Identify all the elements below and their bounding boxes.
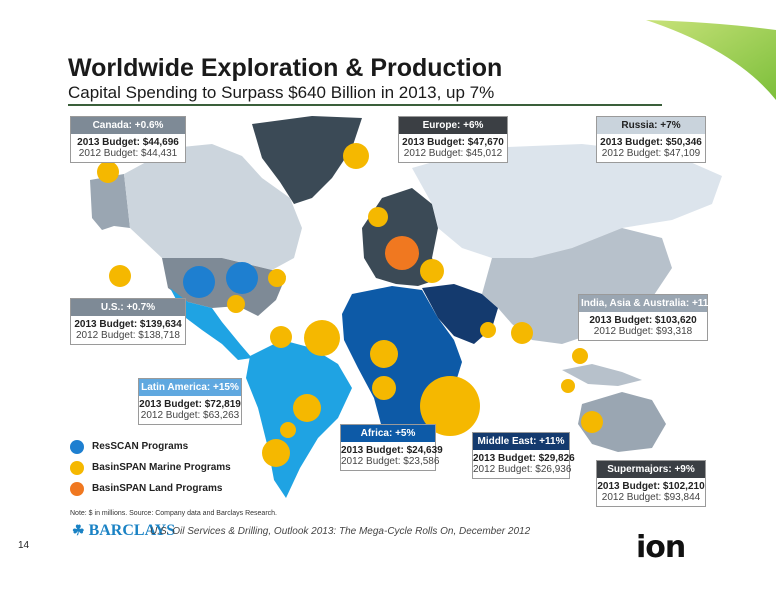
budget-2012: 2012 Budget: $93,318 [593,326,693,337]
region-box-europe: Europe: +6% 2013 Budget: $47,670 2012 Bu… [398,116,508,163]
region-greenland [252,116,362,204]
marine-marker-brazil [293,394,321,422]
legend-label: BasinSPAN Marine Programs [92,462,231,473]
barclays-logo: ☘ BARCLAYS [72,522,175,540]
region-box-latin-america: Latin America: +15% 2013 Budget: $72,819… [138,378,242,425]
region-box-middle-east: Middle East: +11% 2013 Budget: $29,826 2… [472,432,575,479]
region-box-supermajors: Supermajors: +9% 2013 Budget: $102,210 2… [596,460,706,507]
budget-2013: 2013 Budget: $24,639 [341,445,443,456]
budget-2013: 2013 Budget: $102,210 [597,481,705,492]
budget-2012: 2012 Budget: $47,109 [601,148,701,159]
ion-logo: ion [636,530,686,565]
region-alaska [90,174,130,230]
marine-marker-se-asia [572,348,588,364]
budget-2013: 2013 Budget: $47,670 [402,137,504,148]
region-header: U.S.: +0.7% [71,299,185,316]
marine-dot-icon [70,461,84,475]
resscan-marker-2 [226,262,258,294]
region-header: Canada: +0.6% [71,117,185,134]
budget-2013: 2013 Budget: $29,826 [473,453,575,464]
budget-2012: 2012 Budget: $44,431 [78,148,178,159]
region-indonesia [562,364,642,386]
marine-marker-west-africa-2 [372,376,396,400]
marine-marker-gom-1 [227,295,245,313]
region-middle-east [422,284,498,344]
barclays-eagle-icon: ☘ [72,524,85,539]
budget-2012: 2012 Budget: $63,263 [140,410,240,421]
legend-label: BasinSPAN Land Programs [92,483,223,494]
marine-marker-alaska [97,161,119,183]
budget-2012: 2012 Budget: $23,586 [341,456,440,467]
page-title: Worldwide Exploration & Production [68,54,503,82]
region-mexico [170,288,252,360]
world-map [90,116,722,498]
land-marker-europe [385,236,419,270]
region-header: Middle East: +11% [473,433,569,450]
marine-marker-north-sea [368,207,388,227]
marine-marker-greenland [343,143,369,169]
region-box-africa: Africa: +5% 2013 Budget: $24,639 2012 Bu… [340,424,443,471]
region-header: Africa: +5% [341,425,435,442]
region-header: Latin America: +15% [139,379,241,396]
budget-2012: 2012 Budget: $93,844 [601,492,701,503]
marine-marker-sa-1 [280,422,296,438]
page-subtitle: Capital Spending to Surpass $640 Billion… [68,83,495,102]
region-box-canada: Canada: +0.6% 2013 Budget: $44,696 2012 … [70,116,186,163]
budget-2013: 2013 Budget: $44,696 [77,137,179,148]
budget-2013: 2013 Budget: $50,346 [600,137,702,148]
region-box-russia: Russia: +7% 2013 Budget: $50,346 2012 Bu… [596,116,706,163]
marine-marker-us-east [268,269,286,287]
barclays-logo-text: BARCLAYS [88,522,176,539]
marine-marker-indonesia [561,379,575,393]
region-canada [124,144,302,270]
source-citation: U.S. Oil Services & Drilling, Outlook 20… [150,526,531,537]
marine-marker-australia [581,411,603,433]
marine-marker-mexico [270,326,292,348]
marine-marker-sa-2 [262,439,290,467]
resscan-dot-icon [70,440,84,454]
marine-marker-bay-bengal [511,322,533,344]
budget-2012: 2012 Budget: $138,718 [76,330,180,341]
region-australia [578,392,666,452]
budget-2013: 2013 Budget: $72,819 [139,399,241,410]
region-box-india-asia-australia: India, Asia & Australia: +11% 2013 Budge… [578,294,717,341]
footnote: Note: $ in millions. Source: Company dat… [70,510,277,517]
budget-2013: 2013 Budget: $139,634 [74,319,182,330]
title-rule [68,104,662,106]
budget-2012: 2012 Budget: $45,012 [403,148,503,159]
budget-2012: 2012 Budget: $26,936 [473,464,572,475]
region-box-us: U.S.: +0.7% 2013 Budget: $139,634 2012 B… [70,298,186,345]
region-header: Supermajors: +9% [597,461,705,478]
marine-marker-med [420,259,444,283]
marine-marker-south-atlantic [420,376,480,436]
page-number: 14 [18,540,30,551]
region-header: Russia: +7% [597,117,705,134]
budget-2013: 2013 Budget: $103,620 [589,315,697,326]
marine-marker-west-africa-1 [370,340,398,368]
land-dot-icon [70,482,84,496]
green-swoosh-decoration [646,20,776,100]
resscan-marker-1 [183,266,215,298]
region-header: Europe: +6% [399,117,507,134]
region-russia [412,144,722,258]
legend-label: ResSCAN Programs [92,441,189,452]
region-header: India, Asia & Australia: +11% [579,295,717,312]
marine-marker-caribbean [304,320,340,356]
marine-marker-canada [109,265,131,287]
marine-marker-india [480,322,496,338]
